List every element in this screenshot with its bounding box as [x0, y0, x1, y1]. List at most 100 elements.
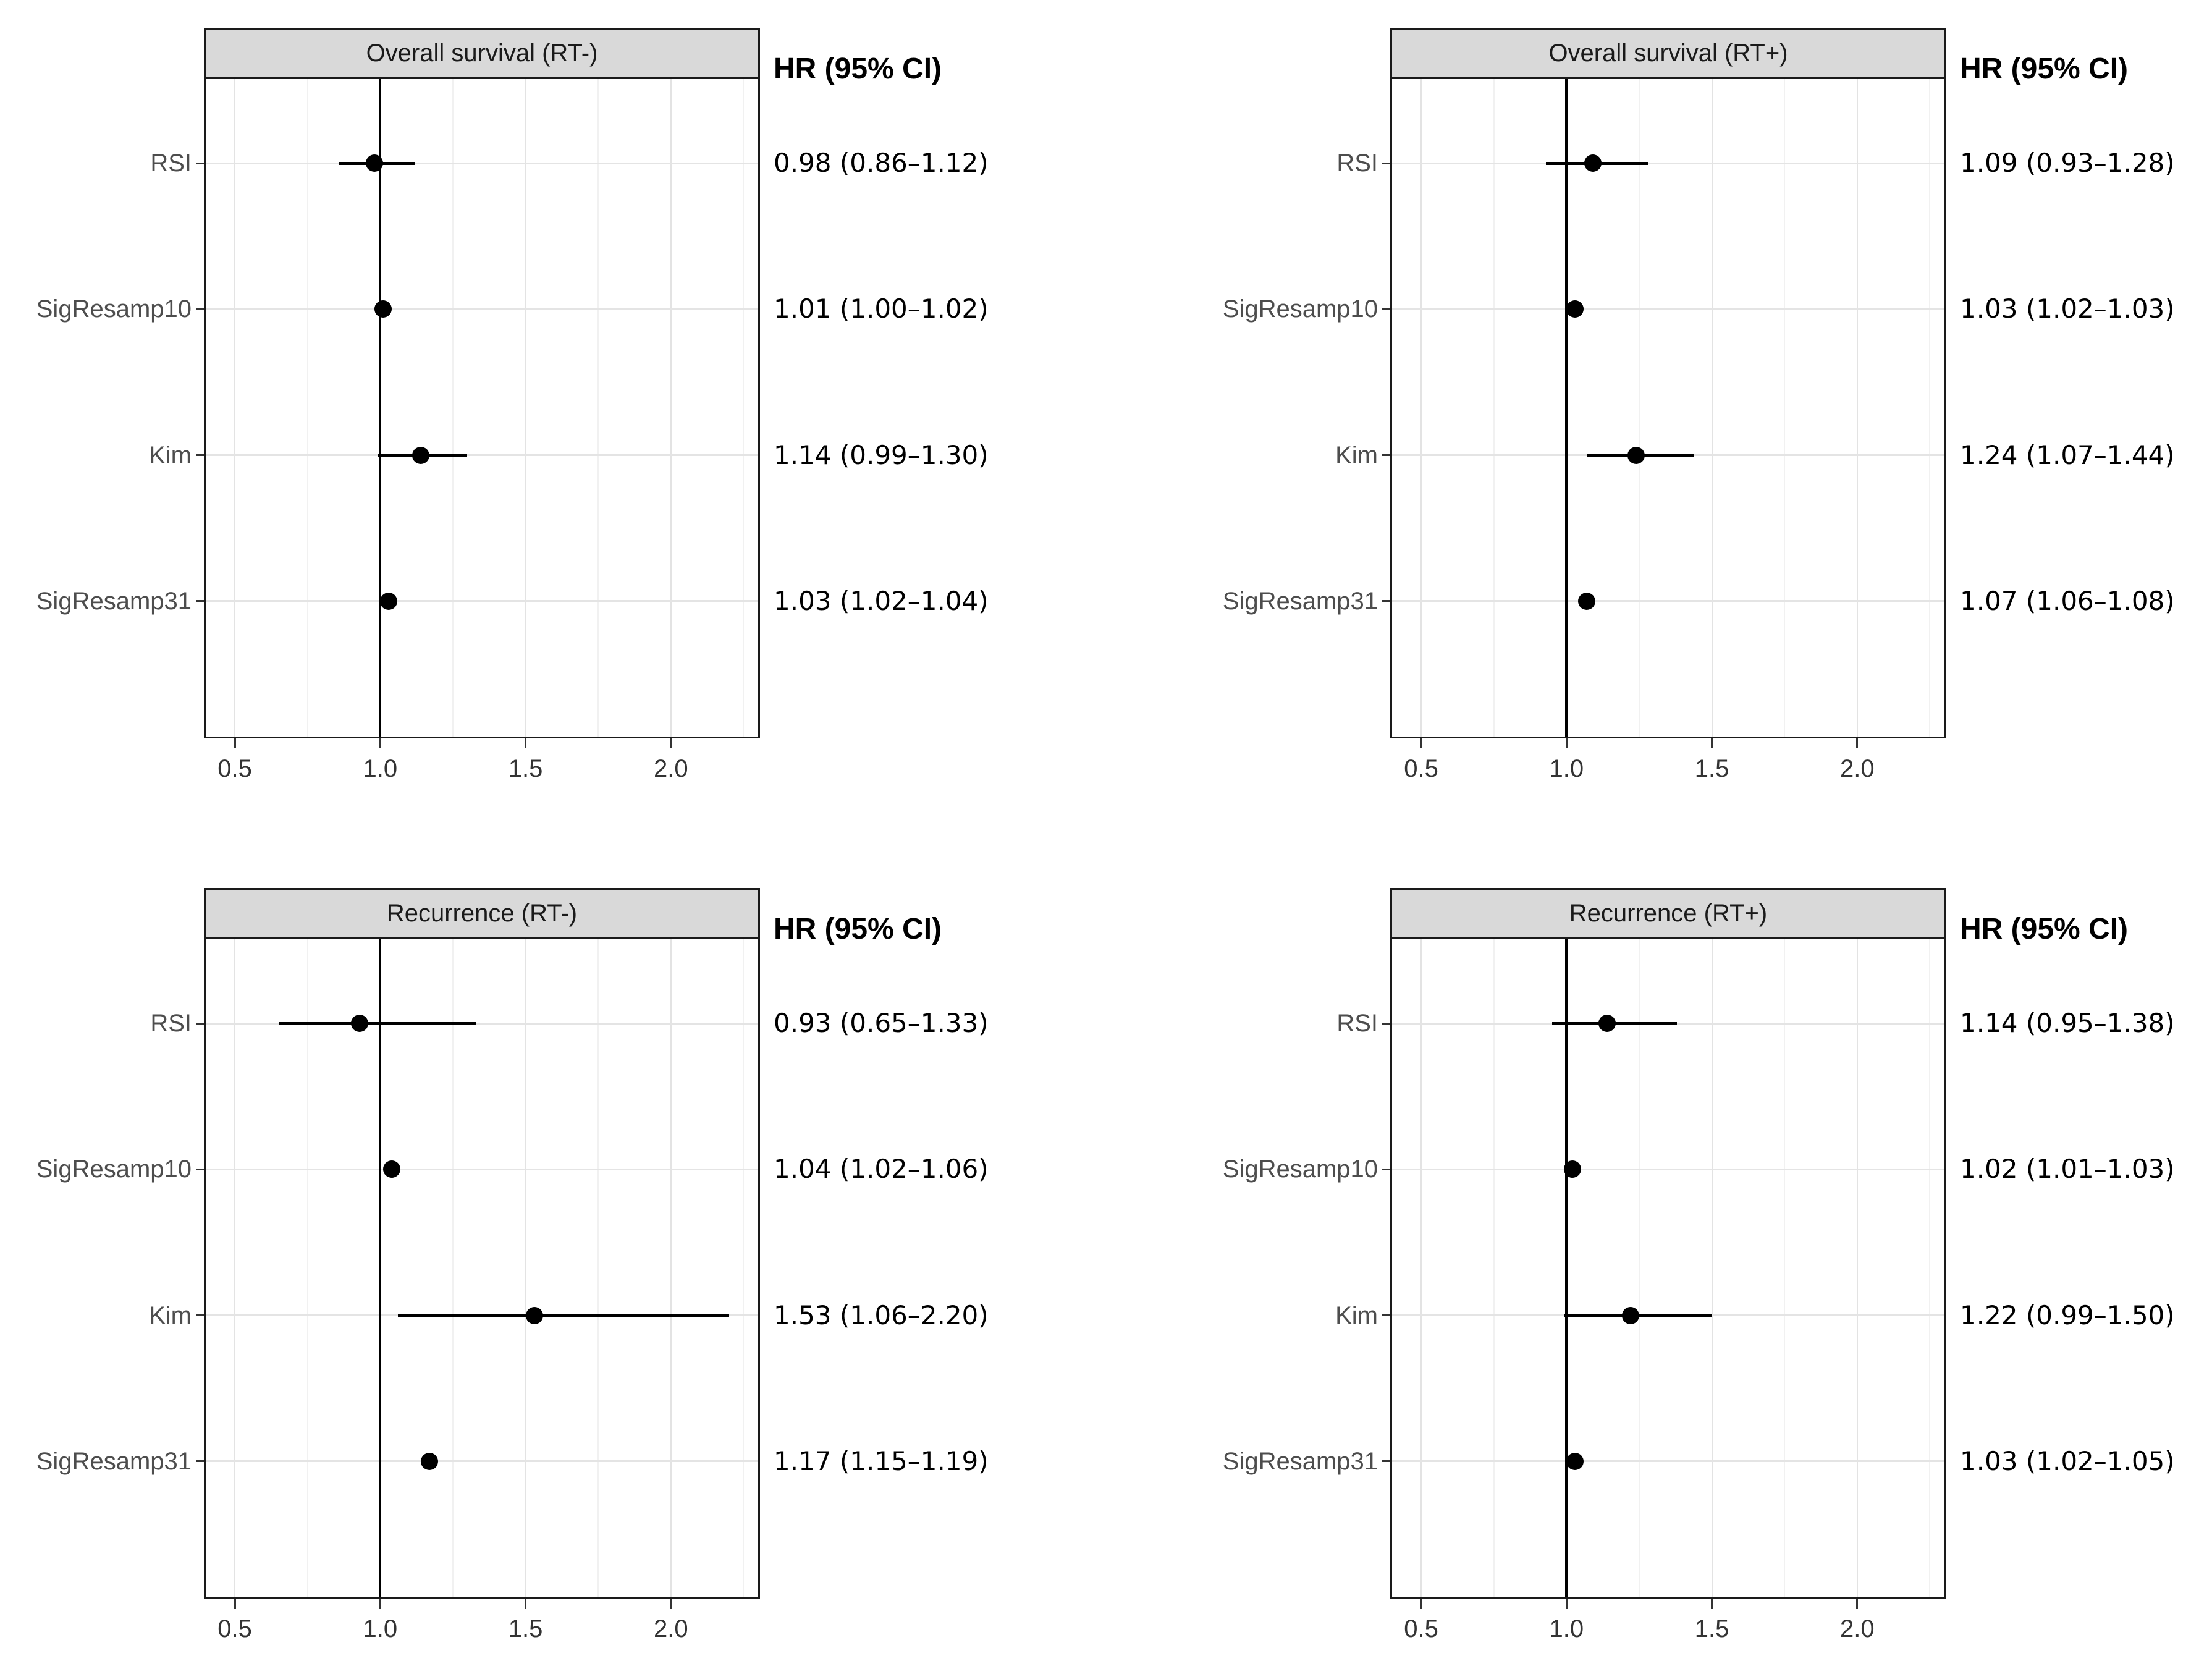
gridline-vertical [1929, 79, 1931, 737]
hr-column-header: HR (95% CI) [1960, 913, 2129, 945]
gridline-vertical [525, 939, 526, 1597]
panel: Recurrence (RT+) [1390, 888, 1946, 1599]
panel: Overall survival (RT+) [1390, 28, 1946, 738]
reference-line [379, 79, 382, 737]
gridline-vertical [452, 939, 454, 1597]
x-axis-tick-label: 1.0 [363, 1615, 398, 1642]
y-axis-tick [1382, 454, 1390, 457]
x-axis-tick [1420, 738, 1422, 748]
reference-line [1565, 939, 1568, 1597]
panel-title: Recurrence (RT-) [386, 900, 578, 927]
gridline-horizontal [206, 454, 758, 457]
row-label: Kim [1335, 441, 1378, 469]
hr-point [1621, 1306, 1639, 1324]
x-axis-tick-label: 1.5 [1694, 755, 1729, 782]
x-axis-tick-label: 0.5 [217, 755, 252, 782]
x-axis-tick [670, 1599, 672, 1609]
row-label: SigResamp10 [36, 1156, 192, 1183]
y-axis-tick [196, 1460, 204, 1463]
x-axis-tick [1711, 738, 1713, 748]
x-axis-tick [379, 1599, 381, 1609]
gridline-horizontal [206, 162, 758, 164]
plot-area [206, 79, 758, 737]
hr-point [1627, 446, 1645, 464]
row-label: SigResamp10 [36, 295, 192, 323]
hr-value: 1.01 (1.00–1.02) [774, 294, 989, 324]
x-axis-tick [1565, 1599, 1568, 1609]
x-axis-tick-label: 0.5 [1404, 1615, 1438, 1642]
y-axis-tick [1382, 1168, 1390, 1170]
hr-point [351, 1015, 369, 1033]
x-axis-tick [1711, 1599, 1713, 1609]
gridline-vertical [1784, 939, 1786, 1597]
x-axis-tick-label: 2.0 [1840, 1615, 1875, 1642]
panel: Recurrence (RT-) [204, 888, 760, 1599]
gridline-vertical [1493, 939, 1495, 1597]
gridline-horizontal [206, 1460, 758, 1463]
hr-value: 1.09 (0.93–1.28) [1960, 148, 2175, 179]
x-axis-tick [670, 738, 672, 748]
hr-point [525, 1306, 543, 1324]
hr-value: 1.24 (1.07–1.44) [1960, 439, 2175, 470]
plot-area [1392, 939, 1944, 1597]
reference-line [1565, 79, 1568, 737]
y-axis-tick [1382, 308, 1390, 310]
x-axis-tick [234, 1599, 236, 1609]
y-axis-tick [1382, 162, 1390, 164]
row-label: SigResamp31 [1222, 1447, 1378, 1475]
hr-column-header: HR (95% CI) [774, 913, 942, 945]
ci-line [397, 1314, 729, 1317]
row-label: Kim [149, 441, 192, 469]
reference-line [379, 939, 382, 1597]
hr-value: 1.03 (1.02–1.05) [1960, 1445, 2175, 1476]
gridline-vertical [234, 939, 236, 1597]
gridline-vertical [1420, 939, 1422, 1597]
gridline-vertical [525, 79, 526, 737]
x-axis-tick [525, 1599, 527, 1609]
y-axis-tick [196, 162, 204, 164]
hr-point [380, 592, 398, 610]
row-label: Kim [149, 1301, 192, 1329]
x-axis-tick [1565, 738, 1568, 748]
row-label: RSI [1336, 1010, 1378, 1038]
x-axis-tick-label: 1.5 [508, 1615, 543, 1642]
y-axis-tick [196, 454, 204, 457]
gridline-vertical [306, 939, 308, 1597]
gridline-vertical [1856, 939, 1858, 1597]
x-axis-tick [1856, 738, 1859, 748]
x-axis-tick-label: 2.0 [654, 1615, 688, 1642]
hr-value: 1.14 (0.99–1.30) [774, 439, 989, 470]
hr-value: 1.03 (1.02–1.03) [1960, 294, 2175, 324]
x-axis-tick [1856, 1599, 1859, 1609]
hr-value: 1.04 (1.02–1.06) [774, 1154, 989, 1185]
gridline-vertical [670, 79, 672, 737]
gridline-vertical [743, 939, 745, 1597]
y-axis-tick [196, 308, 204, 310]
gridline-vertical [1784, 79, 1786, 737]
panel-header: Recurrence (RT-) [206, 890, 758, 939]
row-label: RSI [150, 150, 192, 177]
hr-value: 0.93 (0.65–1.33) [774, 1008, 989, 1039]
x-axis-tick [379, 738, 381, 748]
hr-point [1566, 1452, 1584, 1470]
x-axis-tick [1420, 1599, 1422, 1609]
hr-point [383, 1160, 401, 1178]
y-axis-tick [1382, 1314, 1390, 1317]
panel: Overall survival (RT-) [204, 28, 760, 738]
hr-point [1578, 592, 1596, 610]
hr-point [1566, 300, 1584, 318]
gridline-horizontal [1392, 162, 1944, 164]
ci-line [278, 1021, 476, 1025]
plot-area [206, 939, 758, 1597]
gridline-vertical [234, 79, 236, 737]
hr-point [365, 154, 383, 172]
gridline-horizontal [1392, 1460, 1944, 1463]
y-axis-tick [196, 600, 204, 602]
hr-value: 1.02 (1.01–1.03) [1960, 1154, 2175, 1185]
x-axis-tick-label: 1.0 [1549, 755, 1584, 782]
gridline-horizontal [206, 308, 758, 310]
gridline-horizontal [1392, 600, 1944, 602]
panel-title: Overall survival (RT+) [1548, 40, 1788, 67]
x-axis-tick-label: 1.0 [363, 755, 398, 782]
